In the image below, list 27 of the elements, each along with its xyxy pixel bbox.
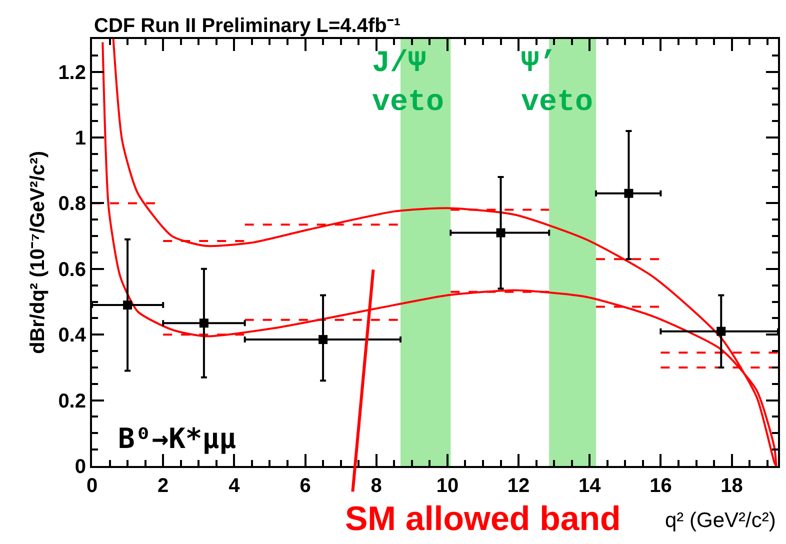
chart-title: CDF Run II Preliminary L=4.4fb⁻¹ xyxy=(94,15,401,37)
x-tick-label: 18 xyxy=(720,475,743,497)
y-tick-label: 0.4 xyxy=(58,324,87,347)
y-tick-label: 1.2 xyxy=(58,62,86,84)
x-tick-label: 10 xyxy=(436,475,459,497)
point xyxy=(624,188,634,198)
x-tick-label: 14 xyxy=(578,475,602,497)
x-tick-label: 8 xyxy=(370,475,382,497)
x-tick-label: 6 xyxy=(300,475,311,497)
point xyxy=(123,300,132,310)
x-tick-label: 12 xyxy=(507,475,530,497)
text: SM allowed band xyxy=(345,500,621,538)
x-axis-title: q² (GeV²/c²) xyxy=(665,509,776,532)
x-tick-label: 2 xyxy=(158,475,169,497)
point xyxy=(496,228,506,238)
y-tick-label: 0.6 xyxy=(58,258,86,281)
annotation: B⁰→K*μμ xyxy=(118,422,236,455)
y-tick-label: 1 xyxy=(74,128,86,150)
x-tick-label: 4 xyxy=(228,475,241,497)
point xyxy=(318,335,328,344)
y-tick-label: 0.2 xyxy=(58,390,86,412)
y-axis-title: dBr/dq² (10⁻⁷/GeV²/c²) xyxy=(27,150,50,354)
y-tick-label: 0.8 xyxy=(58,193,86,216)
x-tick-label: 16 xyxy=(650,475,672,497)
point xyxy=(199,318,208,328)
y-tick-label: 0 xyxy=(74,456,86,478)
point xyxy=(716,326,726,336)
